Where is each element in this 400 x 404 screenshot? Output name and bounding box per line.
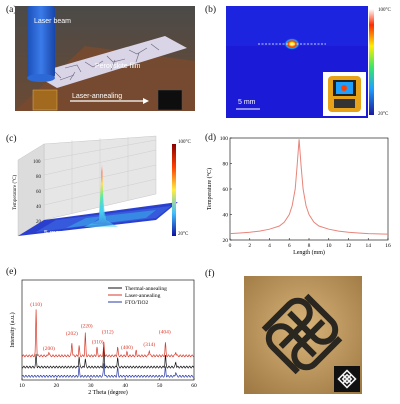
- e-peak-label: (110): [30, 301, 42, 308]
- c-ytick-100: 100: [33, 160, 41, 165]
- thermal-camera-inset: [323, 72, 366, 116]
- e-xtick-label: 60: [191, 383, 197, 389]
- e-xtick-label: 20: [54, 383, 60, 389]
- e-xtick-label: 10: [19, 383, 25, 389]
- d-xtick-label: 6: [288, 243, 291, 249]
- e-xtick-label: 50: [157, 383, 163, 389]
- c-ytick-20: 20: [36, 220, 42, 225]
- c-scalebar-label: 5 mm: [44, 230, 62, 237]
- d-xlabel: Length (mm): [293, 249, 325, 256]
- scalebar-label: 5 mm: [238, 99, 256, 106]
- e-series-line: [21, 363, 194, 378]
- panel-d-label: (d): [205, 133, 217, 143]
- e-xtick-label: 40: [122, 383, 128, 389]
- d-xtick-label: 10: [326, 243, 332, 249]
- panel-e: (e) 10 20 30 40 50 60 2 Theta (degree) Intensit…: [0, 262, 200, 404]
- color-scale: [369, 9, 374, 115]
- e-peak-label: (310): [92, 338, 104, 345]
- as-deposited-film-inset: [32, 89, 58, 111]
- panel-a: (a) Laser beam Perovskite film Laser-ann: [0, 0, 195, 122]
- panel-e-label: (e): [6, 267, 17, 277]
- d-ytick-label: 20: [223, 238, 229, 244]
- d-ylabel: Temperature (°C): [206, 168, 213, 210]
- e-peak-label: (220): [81, 323, 93, 330]
- d-ytick-label: 40: [223, 213, 229, 219]
- logo-inset: [334, 366, 360, 392]
- d-xtick-label: 12: [346, 243, 352, 249]
- scale-max-label: 100°C: [378, 8, 391, 13]
- d-ytick-label: 80: [223, 162, 229, 168]
- c-scale-min-label: 20°C: [178, 232, 189, 237]
- panel-f-label: (f): [205, 269, 215, 279]
- c-ytick-60: 60: [36, 190, 42, 195]
- perovskite-film: [33, 36, 187, 88]
- panel-c: (c): [0, 128, 200, 258]
- e-peak-label: (400): [121, 344, 133, 351]
- d-xtick-label: 0: [229, 243, 232, 249]
- laser-beam: [27, 6, 55, 78]
- e-peak-label: (312): [102, 328, 114, 335]
- d-series-line: [229, 139, 389, 235]
- panel-b-label: (b): [205, 5, 217, 15]
- thermal-image: [226, 6, 374, 118]
- e-ylabel: Intensity (a.u.): [9, 312, 16, 347]
- d-plot-frame: [229, 137, 389, 241]
- annealed-film-inset: [157, 89, 183, 111]
- e-peak-label: (314): [143, 341, 155, 348]
- laser-beam-label: Laser beam: [34, 18, 71, 25]
- polyu-logo-pattern: [261, 293, 343, 375]
- panel-b: (b): [200, 0, 400, 122]
- e-series-line: [21, 346, 195, 369]
- e-legend-label: Thermal-annealing: [125, 286, 167, 292]
- laser-annealing-scene: [15, 6, 195, 111]
- e-peak-label: (404): [159, 328, 171, 335]
- e-peak-label: (200): [43, 345, 55, 352]
- panel-c-label: (c): [6, 134, 17, 144]
- e-series-line: [21, 309, 194, 358]
- d-ytick-label: 100: [220, 136, 229, 142]
- e-peak-label: (202): [66, 330, 78, 337]
- d-xtick-label: 2: [248, 243, 251, 249]
- c-ytick-80: 80: [36, 175, 42, 180]
- c-ylabel: Temperature (°C): [13, 175, 18, 210]
- panel-a-label: (a): [6, 5, 17, 15]
- scale-min-label: 20°C: [378, 112, 389, 117]
- e-legend-label: Laser-annealing: [125, 293, 161, 299]
- c-scale-max-label: 100°C: [178, 140, 191, 145]
- temperature-peak: [92, 162, 110, 224]
- e-xtick-label: 30: [88, 383, 94, 389]
- panel-d: (d) 0 2 4 6 8 10 12 14 16 20 40 60 80 100 Length (mm) T…: [200, 128, 400, 258]
- patterned-film-photo: [244, 276, 362, 394]
- e-xlabel: 2 Theta (degree): [88, 389, 128, 396]
- laser-annealing-label: Laser-annealing: [72, 93, 123, 100]
- e-legend-label: FTO/TiO2: [125, 300, 148, 306]
- d-xtick-label: 8: [308, 243, 311, 249]
- e-plot-frame: [21, 279, 195, 381]
- d-xtick-label: 4: [268, 243, 271, 249]
- d-xtick-label: 14: [366, 243, 372, 249]
- c-ytick-40: 40: [36, 205, 42, 210]
- perovskite-film-label: Perovskite film: [95, 63, 141, 70]
- xrd-chart: 10 20 30 40 50 60 2 Theta (degree) Intensity (a…: [9, 279, 197, 396]
- d-ytick-label: 60: [223, 187, 229, 193]
- c-color-scale: [172, 144, 176, 236]
- d-xtick-label: 16: [385, 243, 391, 249]
- panel-f: (f): [200, 262, 400, 404]
- temperature-surface-3d: 20 40 60 80 100 Temperature (°C): [13, 135, 178, 239]
- temperature-profile-chart: 0 2 4 6 8 10 12 14 16 20 40 60 80 100 Length (mm) Tempe…: [206, 136, 391, 256]
